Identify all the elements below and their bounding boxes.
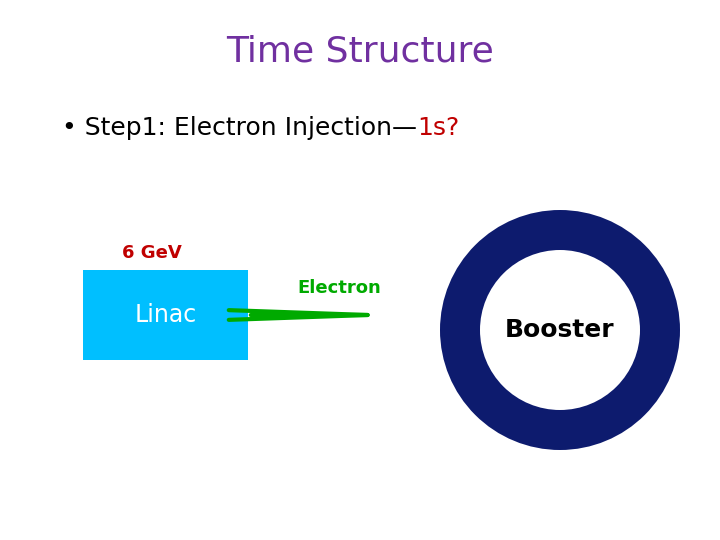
Text: • Step1: Electron Injection—: • Step1: Electron Injection— <box>62 116 417 140</box>
Circle shape <box>440 210 680 450</box>
Text: Booster: Booster <box>505 318 615 342</box>
Text: Electron: Electron <box>297 279 381 297</box>
Text: Linac: Linac <box>135 303 197 327</box>
Circle shape <box>480 250 640 410</box>
Text: 1s?: 1s? <box>417 116 459 140</box>
Text: Time Structure: Time Structure <box>226 35 494 69</box>
FancyBboxPatch shape <box>83 270 248 360</box>
Text: 6 GeV: 6 GeV <box>122 244 182 262</box>
